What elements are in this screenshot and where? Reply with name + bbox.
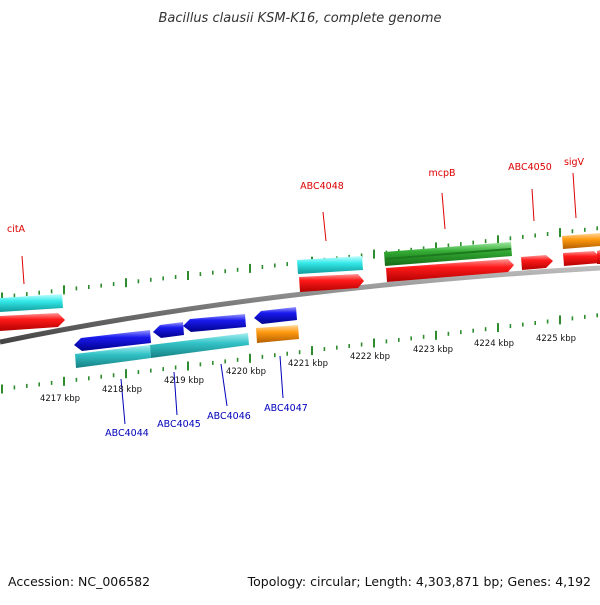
gene-label-ABC4046[interactable]: ABC4046 — [207, 411, 251, 422]
leader-ABC4045 — [173, 371, 178, 416]
genome-backbone — [0, 265, 600, 345]
leader-mcpB — [441, 192, 446, 230]
cds-ABC4050[interactable] — [521, 255, 553, 270]
gene-label-ABC4044[interactable]: ABC4044 — [105, 428, 149, 439]
gene-label-ABC4045[interactable]: ABC4045 — [157, 419, 201, 430]
reverse-strand-features — [74, 307, 299, 368]
cds-sigV[interactable] — [563, 251, 600, 266]
cds-ABC4047[interactable] — [254, 307, 297, 324]
inner-tick-marks — [1, 313, 599, 394]
gene-label-mcpB[interactable]: mcpB — [428, 168, 455, 179]
gene-mcpB-band — [385, 248, 511, 260]
leader-sigV — [572, 172, 577, 219]
map-title: Bacillus clausii KSM-K16, complete genom… — [158, 11, 441, 26]
cds-ABC4046[interactable] — [183, 314, 246, 332]
gene-label-ABC4047[interactable]: ABC4047 — [264, 403, 308, 414]
leader-ABC4044 — [120, 378, 126, 425]
gene-label-ABC4048[interactable]: ABC4048 — [300, 181, 344, 192]
gene-sigV[interactable] — [562, 233, 600, 249]
label-leaders — [21, 172, 577, 425]
cds-ABC4045[interactable] — [153, 322, 184, 338]
kbp-label: 4223 kbp — [413, 345, 453, 355]
gene-ABC4047[interactable] — [256, 325, 299, 343]
cds-mcpB[interactable] — [386, 259, 514, 282]
accession-text: Accession: NC_006582 — [8, 574, 150, 589]
kbp-label: 4221 kbp — [288, 359, 328, 369]
kbp-label: 4222 kbp — [350, 352, 390, 362]
kbp-label: 4218 kbp — [102, 385, 142, 395]
kbp-label: 4220 kbp — [226, 367, 266, 377]
forward-gene-labels: citA ABC4048 mcpB ABC4050 sigV — [7, 157, 585, 235]
cds-ABC4044[interactable] — [74, 330, 151, 351]
kbp-label: 4225 kbp — [536, 334, 576, 344]
leader-ABC4046 — [220, 363, 228, 407]
forward-strand-features — [0, 233, 600, 331]
gene-ABC4048[interactable] — [297, 256, 363, 274]
cds-ABC4048[interactable] — [299, 274, 364, 292]
gene-label-sigV[interactable]: sigV — [564, 157, 585, 168]
genome-summary-text: Topology: circular; Length: 4,303,871 bp… — [247, 574, 591, 589]
kbp-labels: 4217 kbp 4218 kbp 4219 kbp 4220 kbp 4221… — [40, 334, 576, 404]
kbp-label: 4217 kbp — [40, 394, 80, 404]
gene-label-citA[interactable]: citA — [7, 224, 26, 235]
cds-right-edge[interactable] — [597, 250, 600, 264]
gene-ABC4045[interactable] — [150, 333, 249, 358]
leader-ABC4050 — [531, 188, 535, 222]
leader-citA — [21, 255, 25, 285]
gene-citA[interactable] — [0, 294, 63, 312]
reverse-gene-labels: ABC4044 ABC4045 ABC4046 ABC4047 — [105, 403, 308, 439]
gene-ABC4044[interactable] — [75, 345, 151, 368]
leader-ABC4047 — [279, 355, 284, 399]
gene-label-ABC4050[interactable]: ABC4050 — [508, 162, 552, 173]
outer-tick-marks — [1, 226, 599, 302]
leader-ABC4048 — [322, 211, 327, 242]
cds-citA[interactable] — [0, 313, 65, 331]
kbp-label: 4219 kbp — [164, 376, 204, 386]
kbp-label: 4224 kbp — [474, 339, 514, 349]
